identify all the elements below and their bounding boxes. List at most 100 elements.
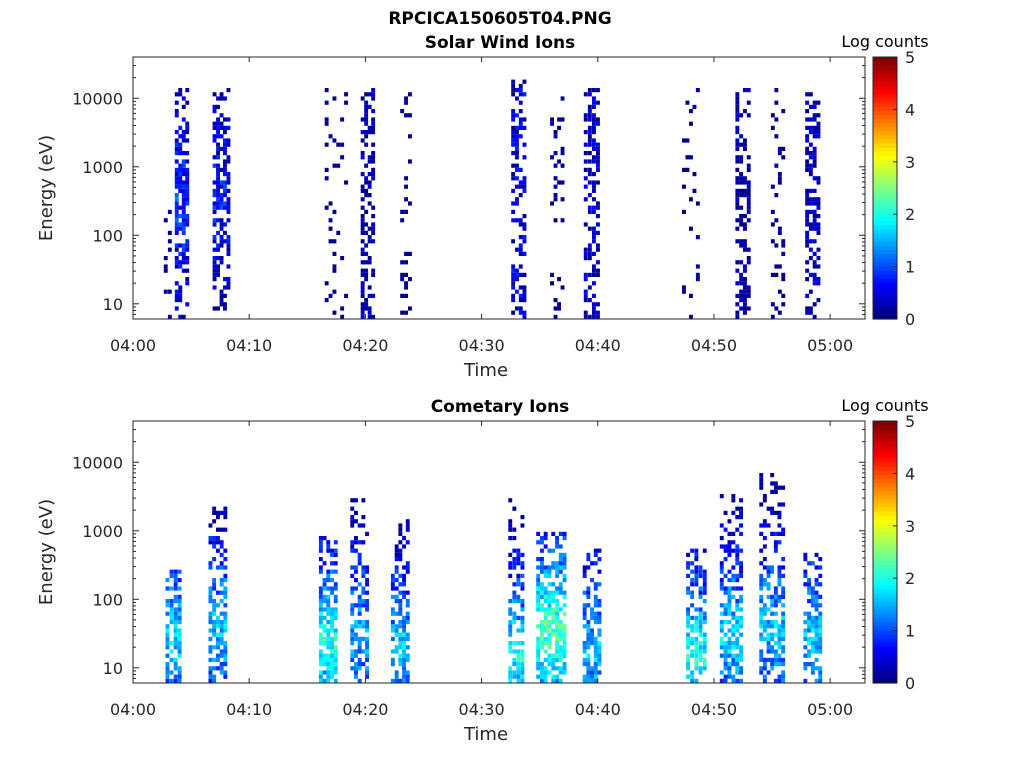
solar-cell-b4 [367,235,372,240]
comet-cell-b10 [773,481,778,486]
solar-cell-b12 [816,264,821,269]
comet-cell-b7 [597,582,602,587]
solar-colorbar-step [873,224,897,230]
comet-cell-b8 [686,632,690,637]
solar-cell-b1 [181,134,186,139]
comet-title: Cometary Ions [431,397,570,417]
comet-cell-b1 [216,540,220,545]
solar-cell-b12 [816,176,821,181]
comet-cell-b9 [731,494,736,499]
comet-colorbar-step [873,580,897,586]
comet-cell-b8 [690,615,695,620]
comet-cell-b0 [177,578,182,583]
comet-cell-b5 [508,599,513,604]
solar-cell-b2 [219,298,224,303]
solar-cell-b1 [181,201,186,206]
solar-cell-b10 [746,167,751,172]
comet-cell-b1 [219,628,224,633]
comet-cell-b10 [759,586,764,591]
comet-cell-b9 [723,641,728,646]
solar-cell-b1 [181,130,186,135]
comet-cell-b6 [555,544,559,549]
comet-colorbar-step [873,666,897,672]
solar-cell-b3 [328,239,333,244]
comet-cell-b6 [562,565,567,570]
solar-cell-b2 [219,201,224,206]
comet-cell-b1 [212,607,217,612]
comet-cell-b9 [727,544,732,549]
comet-cell-b4 [398,611,403,616]
solar-colorbar-step [873,212,897,218]
comet-cell-b6 [547,636,552,641]
solar-cell-b4 [364,142,369,147]
comet-cell-b5 [512,527,517,532]
solar-cell-b6 [518,121,523,126]
solar-colorbar-step [873,306,897,312]
solar-cell-b8 [596,272,600,277]
comet-cell-b6 [547,657,552,662]
comet-cell-b7 [590,561,594,566]
solar-x-tick-label: 04:50 [691,336,737,355]
solar-cell-b6 [518,264,523,269]
comet-cell-b8 [698,632,703,637]
comet-cell-b6 [536,657,541,662]
solar-cell-b12 [808,289,813,294]
solar-cell-b6 [511,130,516,135]
solar-cell-b1 [185,260,190,265]
comet-colorbar-step [873,535,897,541]
solar-cell-b4 [367,285,372,290]
solar-cell-b12 [808,167,813,172]
solar-cell-b6 [515,88,519,93]
comet-cell-b5 [508,645,513,650]
solar-colorbar-step [873,106,897,111]
comet-cell-b7 [582,678,587,683]
solar-cell-b8 [596,155,600,160]
solar-cell-b10 [739,155,744,160]
comet-cell-b3 [357,641,362,646]
comet-cell-b8 [690,624,695,629]
solar-cell-b1 [178,92,183,97]
comet-cell-b11 [810,620,815,625]
solar-cell-b1 [174,130,179,135]
comet-cell-b7 [582,569,587,574]
comet-cell-b9 [731,657,736,662]
solar-cell-b10 [746,88,751,93]
comet-cell-b10 [770,599,775,604]
solar-cell-b1 [174,172,179,177]
comet-cell-b8 [698,573,703,578]
comet-cell-b7 [586,666,591,671]
comet-cell-b6 [540,586,544,591]
comet-cell-b6 [562,552,567,557]
comet-cell-b8 [690,578,695,583]
solar-cell-b10 [739,113,744,118]
comet-cell-b2 [326,578,331,583]
comet-cell-b6 [562,666,567,671]
solar-cell-b8 [583,151,588,156]
solar-cell-b6 [511,79,516,84]
comet-cell-b1 [212,628,217,633]
comet-cell-b4 [398,653,403,658]
comet-cell-b1 [219,666,224,671]
solar-cell-b4 [367,256,372,261]
solar-cell-b12 [812,117,817,122]
comet-cell-b3 [354,548,358,553]
comet-cell-b1 [212,544,217,549]
comet-cell-b7 [590,641,594,646]
comet-colorbar-step [873,642,897,647]
solar-cell-b8 [587,134,592,139]
comet-cell-b6 [555,653,559,658]
solar-cell-b4 [371,159,376,164]
comet-cell-b9 [731,628,736,633]
solar-cell-b11 [777,146,782,151]
solar-cell-b8 [583,159,588,164]
comet-cell-b0 [165,636,170,641]
comet-colorbar-tick-label: 3 [905,517,915,536]
solar-cell-b5 [408,92,412,97]
solar-cell-b5 [404,176,408,181]
solar-cell-b12 [805,218,810,223]
comet-cell-b9 [727,670,732,675]
solar-cell-b2 [216,167,220,172]
comet-cell-b1 [208,536,213,541]
comet-cell-b4 [402,653,406,658]
solar-colorbar-step [873,228,897,234]
